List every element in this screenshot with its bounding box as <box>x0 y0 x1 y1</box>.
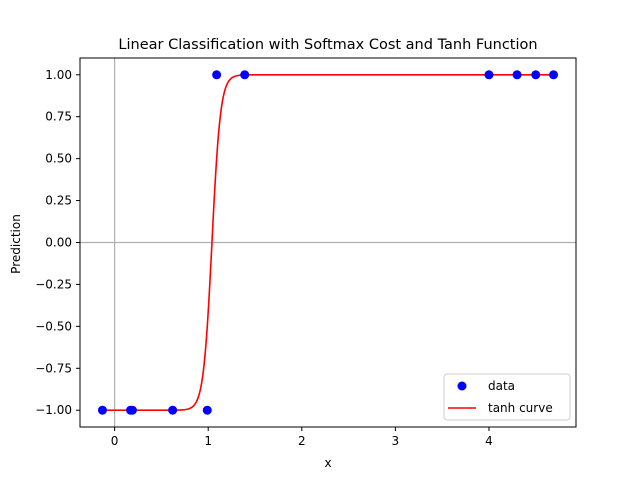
x-tick-label: 3 <box>392 434 400 448</box>
tanh-curve-line <box>102 73 554 412</box>
y-tick-label: 1.00 <box>45 68 72 82</box>
data-point <box>531 70 541 80</box>
legend: data tanh curve <box>443 373 571 421</box>
y-axis-label: Prediction <box>9 214 23 274</box>
data-point <box>212 70 222 80</box>
y-tick-label: 0.25 <box>45 194 72 208</box>
x-tick-label: 1 <box>204 434 212 448</box>
data-point <box>240 70 250 80</box>
x-tick-label: 0 <box>111 434 119 448</box>
y-tick-label: 0.50 <box>45 152 72 166</box>
x-tick-label: 4 <box>485 434 493 448</box>
data-point <box>484 70 494 80</box>
y-tick-label: −1.00 <box>35 403 72 417</box>
x-axis-ticks: 0 1 2 3 4 <box>111 427 493 448</box>
data-point <box>168 405 178 415</box>
data-point <box>549 70 559 80</box>
legend-tanh-label: tanh curve <box>488 401 553 415</box>
data-point <box>512 70 522 80</box>
chart-title: Linear Classification with Softmax Cost … <box>118 37 537 53</box>
y-tick-label: 0.00 <box>45 236 72 250</box>
legend-data-marker <box>457 381 467 391</box>
y-axis-ticks: −1.00 −0.75 −0.50 −0.25 0.00 0.25 0.50 0.75 1.00 <box>35 68 80 417</box>
y-tick-label: −0.50 <box>35 319 72 333</box>
data-point <box>127 405 137 415</box>
legend-data-label: data <box>488 379 515 393</box>
y-tick-label: −0.25 <box>35 277 72 291</box>
data-point <box>97 405 107 415</box>
x-axis-label: x <box>324 456 331 470</box>
data-point <box>202 405 212 415</box>
y-tick-label: 0.75 <box>45 110 72 124</box>
y-tick-label: −0.75 <box>35 361 72 375</box>
x-tick-label: 2 <box>298 434 306 448</box>
